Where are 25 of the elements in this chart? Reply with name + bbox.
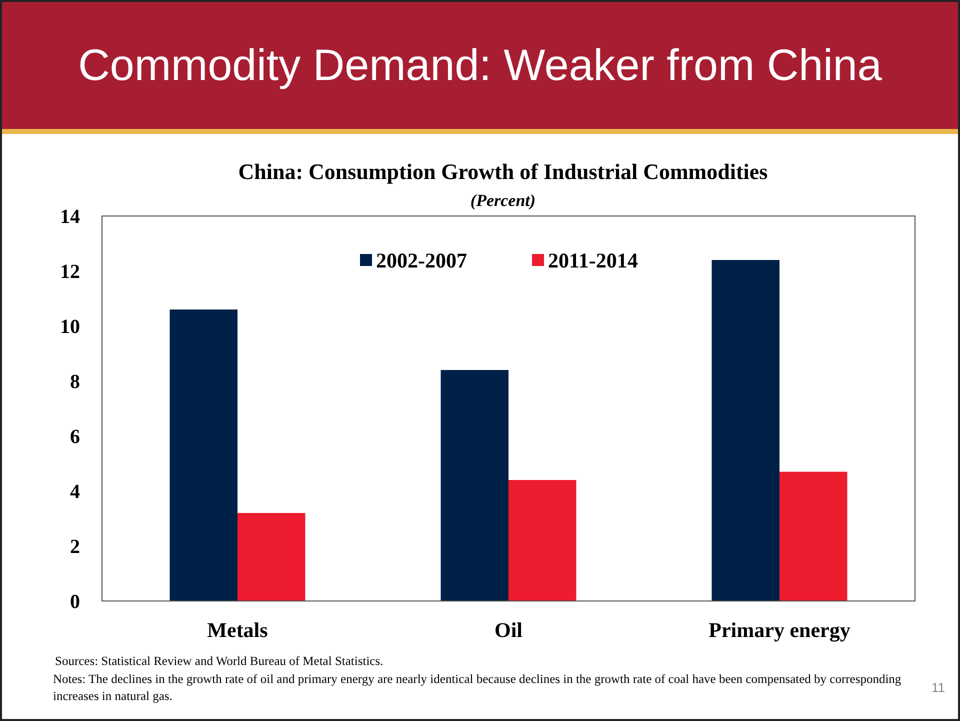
x-tick-label: Oil <box>494 618 523 642</box>
text: Notes: The declines in the growth rate of oil and primary energy are nearly identical because declines in the growth rate of coal have been compensated by corresponding increases in natural gas. <box>53 671 902 705</box>
y-tick-label: 0 <box>70 591 80 613</box>
y-tick-label: 2 <box>70 536 80 558</box>
chart-title: China: Consumption Growth of Industrial Commodities <box>238 159 768 184</box>
y-tick-label: 6 <box>70 426 80 448</box>
chart-subtitle: (Percent) <box>470 191 536 210</box>
text: 11 <box>932 680 945 695</box>
bar <box>238 513 306 601</box>
bar <box>780 472 848 601</box>
bar <box>712 260 780 601</box>
bar <box>508 480 576 601</box>
y-tick-label: 8 <box>70 371 80 393</box>
y-tick-label: 4 <box>70 481 80 503</box>
x-tick-label: Metals <box>207 618 268 642</box>
y-tick-label: 12 <box>60 261 80 283</box>
y-tick-label: 14 <box>60 206 80 228</box>
bar <box>170 310 238 601</box>
bar <box>440 370 508 601</box>
text: Commodity Demand: Weaker from China <box>78 41 882 90</box>
source-note: Sources: Statistical Review and World Bureau of Metal Statistics. <box>55 654 384 668</box>
legend-label: 2011-2014 <box>548 248 638 272</box>
y-tick-label: 10 <box>60 316 80 338</box>
legend-label: 2002-2007 <box>376 248 467 272</box>
x-tick-label: Primary energy <box>708 618 851 642</box>
